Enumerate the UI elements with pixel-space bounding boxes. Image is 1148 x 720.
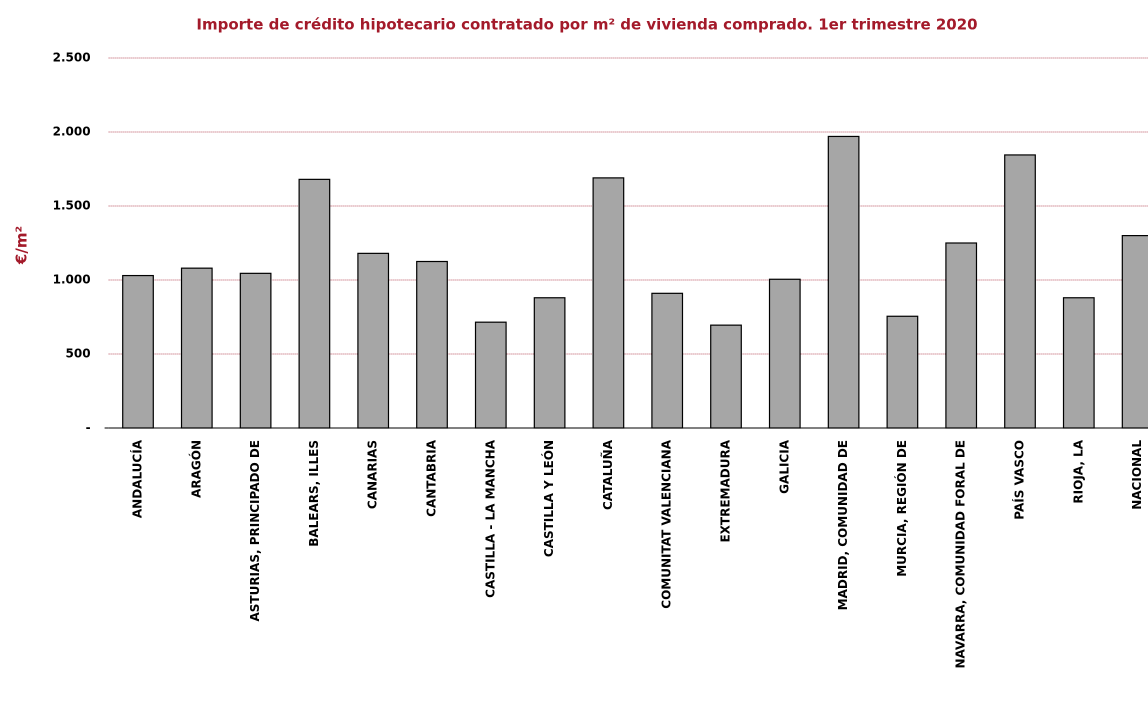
bar [357, 252, 390, 429]
bar [768, 278, 801, 429]
y-tick-label: - [86, 421, 91, 435]
x-tick-label: MADRID, COMUNIDAD DE [836, 440, 850, 610]
chart-title: Importe de crédito hipotecario contratad… [196, 16, 977, 34]
x-tick-label: CANTABRIA [425, 439, 439, 517]
x-tick-label: RIOJA, LA [1071, 439, 1085, 503]
x-tick-label: CANARIAS [366, 440, 380, 509]
x-tick-label: CATALUÑA [600, 439, 615, 510]
bar [651, 292, 684, 429]
x-tick-label: ANDALUCÍA [130, 439, 145, 518]
y-tick-label: 2.500 [53, 51, 91, 65]
bar [474, 321, 507, 429]
x-tick-label: BALEARS, ILLES [307, 440, 321, 547]
x-tick-label: NACIONAL [1130, 440, 1144, 510]
y-tick-label: 2.000 [53, 125, 91, 139]
bar [298, 178, 331, 429]
bar [710, 324, 742, 429]
bar [239, 272, 272, 429]
x-tick-label: COMUNITAT VALENCIANA [660, 439, 674, 608]
y-tick-label: 500 [66, 347, 91, 361]
x-tick-label: EXTREMADURA [719, 439, 733, 542]
bar [1004, 154, 1036, 429]
x-tick-label: ARAGÓN [188, 440, 203, 498]
y-axis-label: €/m² [13, 226, 31, 265]
bar [592, 177, 625, 429]
bar [1121, 235, 1148, 429]
x-tick-label: CASTILLA Y LEÓN [541, 440, 556, 557]
bar [827, 135, 860, 429]
x-tick-label: GALICIA [777, 439, 791, 494]
x-tick-label: ASTURIAS, PRINCIPADO DE [248, 440, 262, 622]
x-tick-label: NAVARRA, COMUNIDAD FORAL DE [954, 440, 968, 669]
bar [533, 297, 566, 429]
x-tick-label: MURCIA, REGIÓN DE [894, 440, 909, 577]
bar [886, 315, 919, 429]
bar [1062, 297, 1095, 429]
bar [416, 260, 448, 429]
x-tick-label: PAÍS VASCO [1012, 440, 1027, 520]
bar [122, 274, 154, 429]
bar [945, 242, 978, 429]
y-tick-label: 1.000 [53, 273, 91, 287]
x-tick-label: CASTILLA - LA MANCHA [483, 439, 497, 598]
bar [180, 267, 213, 429]
y-tick-label: 1.500 [53, 199, 91, 213]
